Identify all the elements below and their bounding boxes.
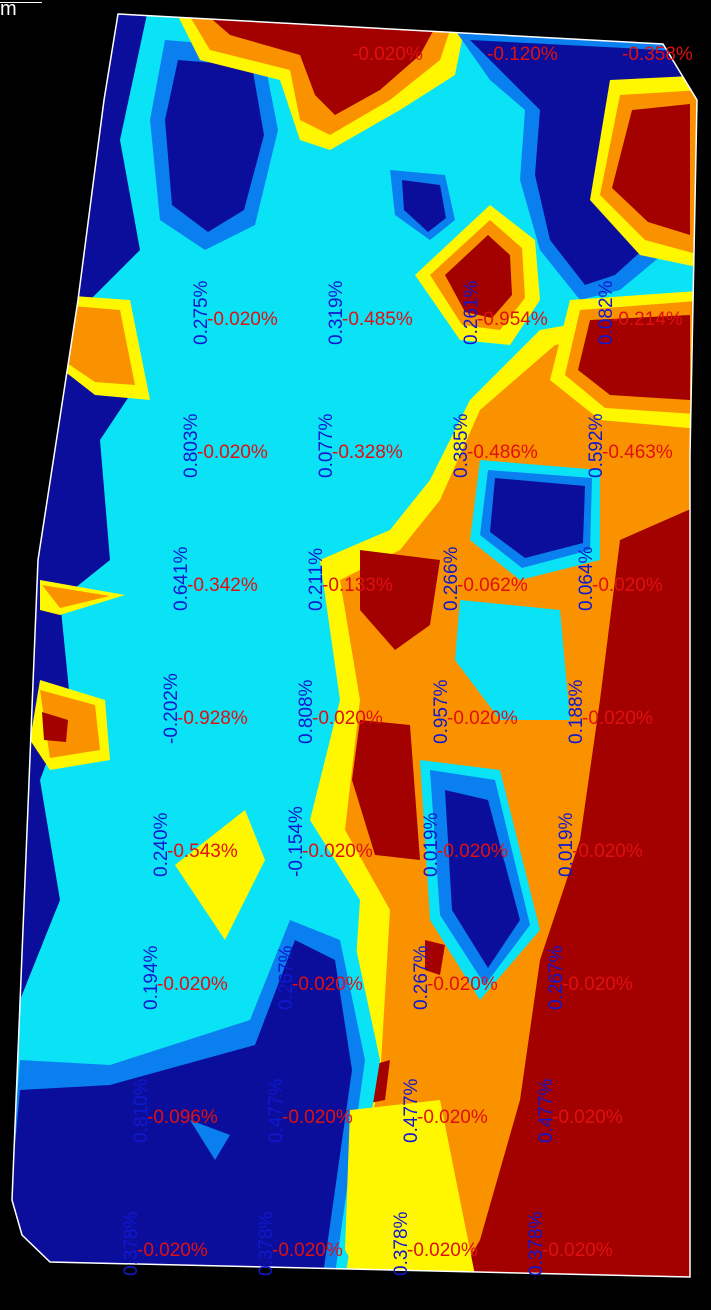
- value-label-horizontal: -0.020%: [592, 575, 663, 596]
- value-label-vertical: 0.211%: [306, 548, 327, 611]
- value-label-horizontal: -0.214%: [612, 309, 683, 330]
- value-label-vertical: 0.808%: [296, 679, 317, 744]
- contour-band-red: [578, 315, 690, 400]
- value-label-vertical: 0.378%: [526, 1211, 547, 1276]
- contour-c-red: [445, 235, 512, 318]
- contour-pocket-navy-1: [490, 478, 585, 558]
- value-label-horizontal: -0.485%: [342, 309, 413, 330]
- contour-mid-red-2: [352, 720, 420, 860]
- value-label-horizontal: -0.020%: [272, 1240, 343, 1261]
- contour-pocket-navy-3: [445, 790, 520, 968]
- contour-pocket-cyan-2: [455, 600, 570, 720]
- value-label-horizontal: -0.020%: [282, 1107, 353, 1128]
- value-label-horizontal: -0.928%: [177, 708, 248, 729]
- value-label-horizontal: -0.020%: [552, 1107, 623, 1128]
- contour-bottom-yellow: [345, 1100, 480, 1277]
- value-label-vertical: 0.064%: [576, 546, 597, 611]
- value-label-horizontal: -0.342%: [187, 575, 258, 596]
- value-label-vertical: 0.477%: [266, 1078, 287, 1143]
- contour-mid-red-3: [425, 940, 445, 975]
- value-label-vertical: 0.378%: [391, 1211, 412, 1276]
- value-label-horizontal: -0.543%: [167, 841, 238, 862]
- value-label-vertical: 0.267%: [546, 945, 567, 1010]
- value-label-vertical: 0.019%: [421, 812, 442, 877]
- value-label-horizontal: -0.020%: [302, 841, 373, 862]
- value-label-vertical: 0.267%: [411, 945, 432, 1010]
- value-label-horizontal: -0.020%: [542, 1240, 613, 1261]
- value-label-vertical: 0.077%: [316, 413, 337, 478]
- value-label-vertical: 0.957%: [431, 679, 452, 744]
- contour-bottom-navy: [12, 940, 352, 1277]
- contour-l-orange-1: [55, 305, 135, 385]
- contour-l-orange-2: [42, 585, 110, 608]
- label-layer: -0.020% -0.120% -0.358%0.275%-0.020% 0.319%…: [121, 44, 693, 1276]
- value-label-horizontal: -0.020%: [427, 974, 498, 995]
- value-label-horizontal: -0.020%: [292, 974, 363, 995]
- value-label-horizontal: -0.020%: [157, 974, 228, 995]
- field-outline: [11, 13, 698, 1278]
- value-label-horizontal: -0.120%: [487, 44, 558, 65]
- value-label-horizontal: -0.020%: [137, 1240, 208, 1261]
- contour-mid-red-1: [360, 550, 440, 650]
- value-label-vertical: 0.267%: [276, 945, 297, 1010]
- contour-dot-navy: [402, 180, 446, 232]
- value-label-horizontal: -0.020%: [207, 309, 278, 330]
- value-label-horizontal: -0.020%: [437, 841, 508, 862]
- contour-l-red-3: [42, 712, 68, 742]
- value-label-horizontal: -0.020%: [447, 708, 518, 729]
- value-label-vertical: 0.019%: [556, 812, 577, 877]
- contour-bottom-blue-spot: [190, 1120, 230, 1160]
- value-label-horizontal: -0.020%: [582, 708, 653, 729]
- corner-rule: [0, 2, 42, 3]
- value-label-vertical: 0.319%: [326, 280, 347, 345]
- contour-blob-a: [165, 60, 264, 232]
- value-label-vertical: 0.803%: [181, 413, 202, 478]
- value-label-horizontal: -0.096%: [147, 1107, 218, 1128]
- value-label-horizontal: -0.463%: [602, 442, 673, 463]
- value-label-vertical: 0.378%: [256, 1211, 277, 1276]
- value-label-horizontal: -0.358%: [622, 44, 693, 65]
- value-label-horizontal: -0.954%: [477, 309, 548, 330]
- value-label-horizontal: -0.020%: [197, 442, 268, 463]
- value-label-horizontal: -0.020%: [407, 1240, 478, 1261]
- value-label-vertical: 0.266%: [441, 546, 462, 611]
- value-label-vertical: 0.082%: [596, 280, 617, 345]
- contour-r-red: [612, 104, 690, 235]
- value-label-vertical: 0.477%: [401, 1078, 422, 1143]
- value-label-vertical: 0.275%: [191, 280, 212, 345]
- value-label-vertical: -0.154%: [286, 806, 307, 877]
- value-label-horizontal: -0.020%: [312, 708, 383, 729]
- value-label-horizontal: -0.020%: [417, 1107, 488, 1128]
- value-label-vertical: -0.202%: [161, 673, 182, 744]
- value-label-vertical: 0.378%: [121, 1211, 142, 1276]
- value-label-vertical: 0.592%: [586, 413, 607, 478]
- value-label-vertical: 0.188%: [566, 679, 587, 744]
- value-label-horizontal: -0.020%: [572, 841, 643, 862]
- value-label-horizontal: -0.328%: [332, 442, 403, 463]
- value-label-vertical: 0.641%: [171, 546, 192, 611]
- value-label-vertical: 0.477%: [536, 1078, 557, 1143]
- contour-big-red: [440, 500, 697, 1277]
- value-label-horizontal: -0.020%: [352, 44, 423, 65]
- value-label-vertical: 0.261%: [461, 280, 482, 345]
- corner-label: m: [0, 0, 17, 20]
- value-label-vertical: 0.240%: [151, 812, 172, 877]
- value-label-vertical: 0.385%: [451, 413, 472, 478]
- value-label-vertical: 0.194%: [141, 945, 162, 1010]
- contour-diamond: [175, 810, 265, 940]
- value-label-horizontal: -0.020%: [562, 974, 633, 995]
- value-label-horizontal: -0.486%: [467, 442, 538, 463]
- value-label-horizontal: -0.062%: [457, 575, 528, 596]
- value-label-vertical: 0.810%: [131, 1078, 152, 1143]
- value-label-horizontal: -0.133%: [322, 575, 393, 596]
